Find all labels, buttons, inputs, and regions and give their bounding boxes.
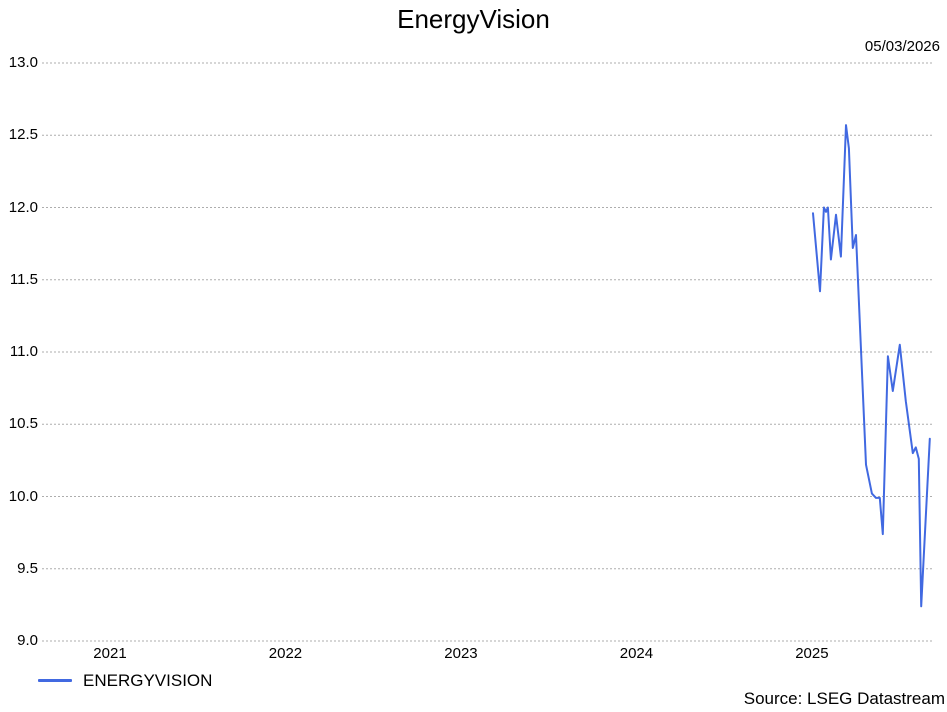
x-tick-label: 2021 [93,645,127,662]
y-tick-label: 13.0 [8,54,38,71]
y-tick-label: 12.5 [8,126,38,144]
y-tick-label: 11.5 [9,270,38,288]
chart-title: EnergyVision [397,4,550,34]
x-tick-label: 2023 [444,645,478,662]
y-tick-label: 9.5 [17,559,38,577]
y-tick-label: 10.5 [8,415,38,433]
legend-line-swatch [38,679,72,682]
y-tick-label: 10.0 [8,487,38,505]
series-line-energyvision [812,124,931,608]
x-tick-label: 2025 [795,645,829,662]
y-tick-label: 12.0 [8,198,38,216]
line-chart-plot-area [42,62,933,642]
chart-legend: ENERGYVISION [38,671,212,690]
legend-series-label: ENERGYVISION [83,671,213,690]
y-tick-label: 9.0 [17,632,38,649]
y-tick-label: 11.0 [9,343,38,360]
date-label: 05/03/2026 [864,38,940,55]
x-tick-label: 2024 [619,645,654,662]
source-attribution: Source: LSEG Datastream [743,689,945,708]
x-tick-label: 2022 [268,645,303,662]
